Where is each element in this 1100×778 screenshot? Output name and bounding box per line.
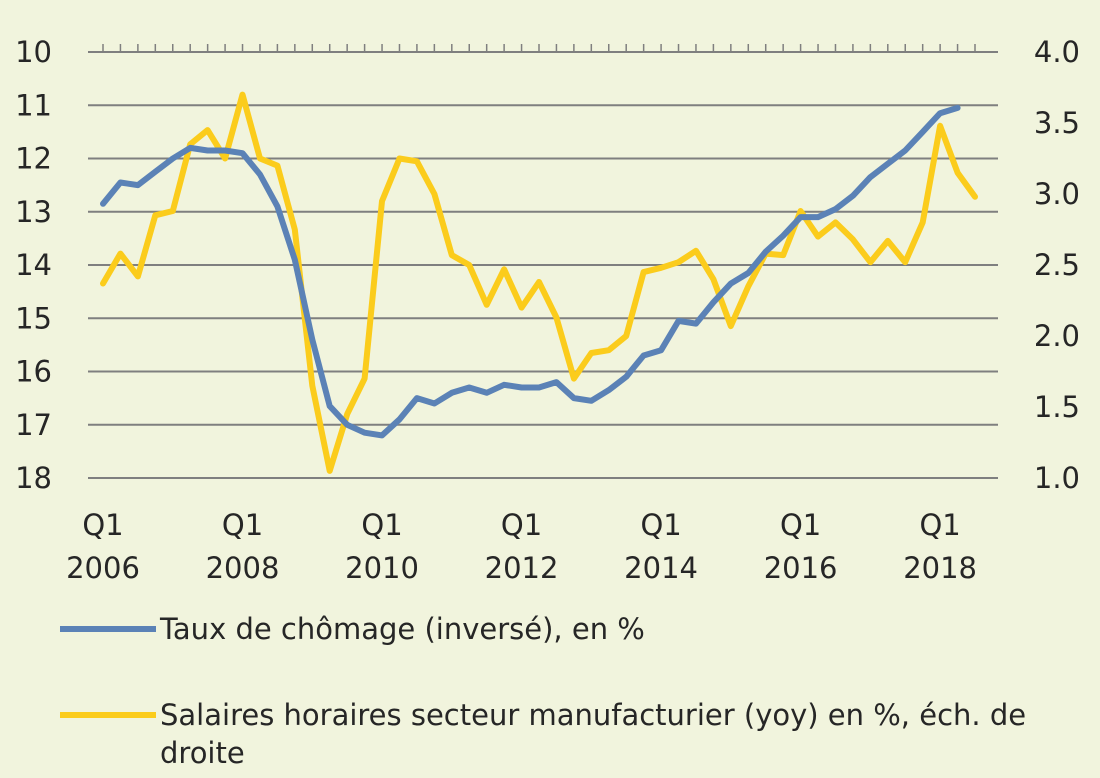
x-tick-label-quarter: Q1 [640,508,681,542]
x-axis-ticks: Q1 2006 Q1 2008 Q1 2010 Q1 2012 Q1 2014 Q1 2016 Q1 20… [66,508,977,585]
right-tick-label: 3.0 [1034,177,1080,211]
top-axis-minor-ticks [102,44,976,52]
left-tick-label: 15 [15,301,52,335]
legend-swatch-wages [60,712,156,718]
x-tick-label-year: 2010 [345,551,419,585]
series-line-wages [100,91,978,474]
right-tick-label: 2.5 [1034,248,1080,282]
left-tick-label: 14 [15,248,52,282]
left-tick-label: 10 [15,35,52,69]
right-tick-label: 1.0 [1034,461,1080,495]
right-tick-label: 2.0 [1034,319,1080,353]
left-tick-label: 11 [15,88,52,122]
left-tick-label: 16 [15,355,52,389]
x-tick-label-quarter: Q1 [82,508,123,542]
right-tick-label: 3.5 [1034,106,1080,140]
legend-item-unemployment: Taux de chômage (inversé), en % [60,610,1080,648]
left-tick-label: 17 [15,408,52,442]
series-line-unemployment [100,104,961,439]
gridlines [88,51,998,479]
x-tick-label-year: 2012 [485,551,559,585]
right-axis-ticks: 1.0 1.5 2.0 2.5 3.0 3.5 4.0 [1034,35,1080,495]
left-axis-ticks: 10 11 12 13 14 15 16 17 18 [15,35,52,495]
right-tick-label: 1.5 [1034,390,1080,424]
x-tick-label-year: 2016 [764,551,838,585]
legend-label-wages: Salaires horaires secteur manufacturier … [160,698,1027,770]
series-lines [100,91,978,474]
legend-item-wages: Salaires horaires secteur manufacturier … [60,696,1080,772]
chart: 10 11 12 13 14 15 16 17 18 1.0 1.5 2.0 2.5 3.0 3.5 4.0… [15,35,1080,585]
x-tick-label-quarter: Q1 [222,508,263,542]
left-tick-label: 18 [15,461,52,495]
legend-swatch-unemployment [60,626,156,632]
x-tick-label-quarter: Q1 [780,508,821,542]
x-tick-label-year: 2006 [66,551,140,585]
x-tick-label-year: 2014 [624,551,698,585]
x-tick-label-quarter: Q1 [361,508,402,542]
x-tick-label-year: 2008 [206,551,280,585]
x-tick-label-year: 2018 [903,551,977,585]
left-tick-label: 12 [15,142,52,176]
right-tick-label: 4.0 [1034,35,1080,69]
x-tick-label-quarter: Q1 [501,508,542,542]
legend-label-unemployment: Taux de chômage (inversé), en % [160,612,645,646]
x-tick-label-quarter: Q1 [919,508,960,542]
left-tick-label: 13 [15,195,52,229]
